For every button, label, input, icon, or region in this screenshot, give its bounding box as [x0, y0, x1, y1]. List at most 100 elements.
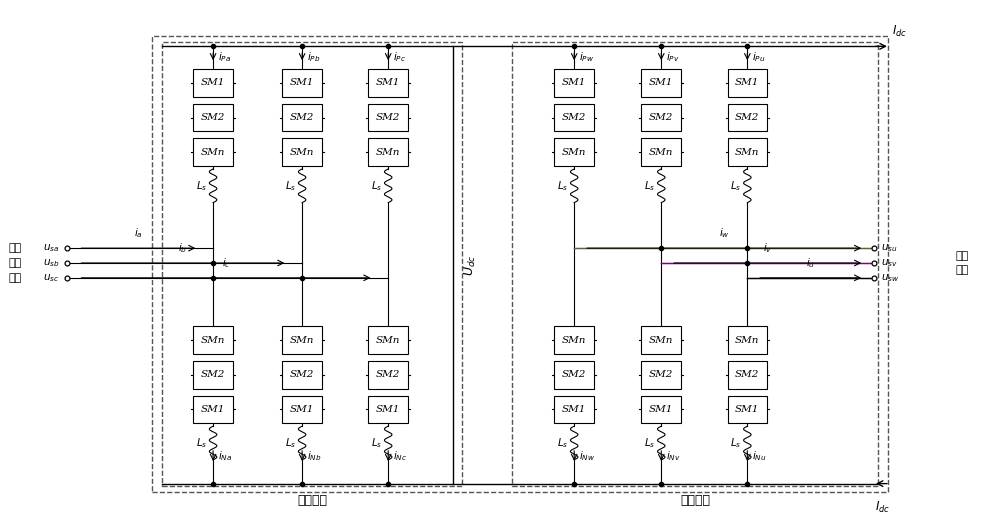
- Bar: [282, 104, 322, 132]
- Bar: [193, 361, 233, 388]
- Text: $L_s$: $L_s$: [557, 436, 568, 450]
- Text: SMn: SMn: [649, 336, 673, 345]
- Text: $i_c$: $i_c$: [222, 256, 230, 270]
- Text: SM2: SM2: [376, 370, 400, 379]
- Bar: [641, 326, 681, 354]
- Text: SM1: SM1: [649, 78, 673, 87]
- Bar: [641, 138, 681, 166]
- Bar: [728, 326, 767, 354]
- Text: $I_{dc}$: $I_{dc}$: [892, 25, 907, 39]
- Text: SMn: SMn: [376, 336, 400, 345]
- Text: 电源: 电源: [8, 273, 22, 283]
- Text: SMn: SMn: [649, 148, 673, 157]
- Text: SM1: SM1: [376, 78, 400, 87]
- Text: $L_s$: $L_s$: [730, 436, 741, 450]
- Text: $i_{Nb}$: $i_{Nb}$: [307, 449, 322, 463]
- Text: SMn: SMn: [201, 148, 225, 157]
- Text: SMn: SMn: [376, 148, 400, 157]
- Text: SM1: SM1: [201, 405, 225, 414]
- Text: $u_{sa}$: $u_{sa}$: [43, 242, 60, 254]
- Text: SM1: SM1: [649, 405, 673, 414]
- Text: $i_{Nw}$: $i_{Nw}$: [579, 449, 595, 463]
- Text: $L_s$: $L_s$: [557, 179, 568, 193]
- Text: $u_{sc}$: $u_{sc}$: [43, 272, 60, 284]
- Bar: [368, 326, 408, 354]
- Text: SMn: SMn: [290, 148, 314, 157]
- Bar: [368, 138, 408, 166]
- Text: $i_{Nu}$: $i_{Nu}$: [752, 449, 767, 463]
- Text: SM1: SM1: [735, 78, 760, 87]
- Text: $u_{su}$: $u_{su}$: [881, 242, 898, 254]
- Bar: [282, 138, 322, 166]
- Bar: [368, 69, 408, 97]
- Text: SM2: SM2: [735, 113, 760, 122]
- Bar: [728, 138, 767, 166]
- Text: $L_s$: $L_s$: [196, 436, 207, 450]
- Text: $i_{Nc}$: $i_{Nc}$: [393, 449, 407, 463]
- Text: $L_s$: $L_s$: [644, 436, 655, 450]
- Bar: [282, 69, 322, 97]
- Text: SM2: SM2: [376, 113, 400, 122]
- Bar: [193, 104, 233, 132]
- Text: SM1: SM1: [735, 405, 760, 414]
- Text: SM1: SM1: [290, 405, 314, 414]
- Text: $i_{Pw}$: $i_{Pw}$: [579, 50, 594, 64]
- Text: $i_{Pa}$: $i_{Pa}$: [218, 50, 231, 64]
- Bar: [554, 396, 594, 423]
- Bar: [152, 37, 888, 492]
- Bar: [641, 104, 681, 132]
- Text: SM1: SM1: [562, 78, 586, 87]
- Bar: [368, 104, 408, 132]
- Bar: [193, 69, 233, 97]
- Text: SM1: SM1: [201, 78, 225, 87]
- Text: $L_s$: $L_s$: [371, 436, 382, 450]
- Text: SM1: SM1: [290, 78, 314, 87]
- Text: $U_{dc}$: $U_{dc}$: [462, 254, 478, 276]
- Text: $i_{Pu}$: $i_{Pu}$: [752, 50, 766, 64]
- Text: SMn: SMn: [735, 148, 760, 157]
- Bar: [554, 104, 594, 132]
- Text: SM2: SM2: [201, 370, 225, 379]
- Text: $i_u$: $i_u$: [806, 256, 815, 270]
- Bar: [162, 42, 462, 485]
- Text: $L_s$: $L_s$: [285, 179, 296, 193]
- Bar: [193, 138, 233, 166]
- Text: SM2: SM2: [201, 113, 225, 122]
- Text: SMn: SMn: [290, 336, 314, 345]
- Bar: [368, 361, 408, 388]
- Text: $L_s$: $L_s$: [644, 179, 655, 193]
- Text: $i_{Nv}$: $i_{Nv}$: [666, 449, 681, 463]
- Bar: [282, 326, 322, 354]
- Bar: [641, 69, 681, 97]
- Bar: [728, 69, 767, 97]
- Text: $i_b$: $i_b$: [178, 241, 187, 255]
- Text: SM2: SM2: [290, 370, 314, 379]
- Text: $L_s$: $L_s$: [371, 179, 382, 193]
- Bar: [554, 361, 594, 388]
- Bar: [193, 396, 233, 423]
- Text: 负载: 负载: [955, 265, 968, 276]
- Bar: [554, 326, 594, 354]
- Bar: [282, 396, 322, 423]
- Bar: [368, 396, 408, 423]
- Text: $I_{dc}$: $I_{dc}$: [875, 500, 890, 515]
- Text: SM2: SM2: [649, 370, 673, 379]
- Text: $L_s$: $L_s$: [730, 179, 741, 193]
- Bar: [641, 396, 681, 423]
- Text: $u_{sb}$: $u_{sb}$: [43, 257, 60, 269]
- Text: SM2: SM2: [290, 113, 314, 122]
- Text: $L_s$: $L_s$: [196, 179, 207, 193]
- Text: $i_{Pc}$: $i_{Pc}$: [393, 50, 406, 64]
- Text: $i_{Pb}$: $i_{Pb}$: [307, 50, 321, 64]
- Text: SM2: SM2: [735, 370, 760, 379]
- Text: 交流: 交流: [8, 258, 22, 268]
- Bar: [554, 138, 594, 166]
- Bar: [728, 104, 767, 132]
- Text: SM2: SM2: [649, 113, 673, 122]
- Text: SMn: SMn: [562, 148, 586, 157]
- Bar: [728, 361, 767, 388]
- Text: SMn: SMn: [735, 336, 760, 345]
- Bar: [193, 326, 233, 354]
- Text: 整流部分: 整流部分: [297, 494, 327, 507]
- Text: $i_{Pv}$: $i_{Pv}$: [666, 50, 680, 64]
